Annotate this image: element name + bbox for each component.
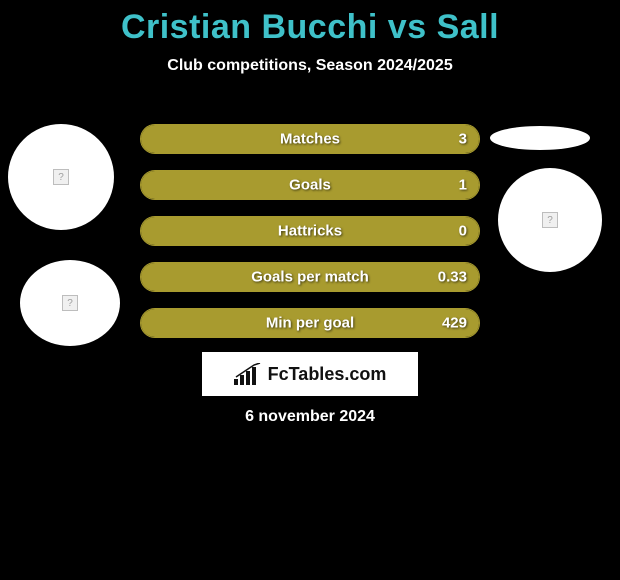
stat-label: Goals per match (251, 269, 369, 286)
title-player2: Sall (437, 8, 499, 46)
stat-value-right: 1 (459, 177, 467, 194)
stat-row-goals-per-match: Goals per match 0.33 (140, 262, 480, 292)
stat-value-right: 429 (442, 315, 467, 332)
title-player1: Cristian Bucchi (121, 8, 378, 46)
avatar-player2: ? (498, 168, 602, 272)
avatar-player1-b: ? (20, 260, 120, 346)
brand-text: FcTables.com (268, 364, 387, 385)
placeholder-icon: ? (53, 169, 69, 185)
stat-row-matches: Matches 3 (140, 124, 480, 154)
date-text: 6 november 2024 (0, 408, 620, 426)
stat-value-right: 0.33 (438, 269, 467, 286)
bars-icon (234, 363, 262, 385)
stat-row-goals: Goals 1 (140, 170, 480, 200)
avatar-player1-a: ? (8, 124, 114, 230)
title-vs: vs (388, 8, 427, 46)
stat-label: Matches (280, 131, 340, 148)
stat-value-right: 0 (459, 223, 467, 240)
stat-row-min-per-goal: Min per goal 429 (140, 308, 480, 338)
stat-label: Min per goal (266, 315, 354, 332)
stats-container: Matches 3 Goals 1 Hattricks 0 Goals per … (140, 124, 480, 354)
brand-box: FcTables.com (202, 352, 418, 396)
stat-label: Goals (289, 177, 331, 194)
stat-label: Hattricks (278, 223, 342, 240)
avatar-ellipse-top-right (490, 126, 590, 150)
placeholder-icon: ? (62, 295, 78, 311)
stat-value-right: 3 (459, 131, 467, 148)
subtitle: Club competitions, Season 2024/2025 (0, 57, 620, 75)
placeholder-icon: ? (542, 212, 558, 228)
page-title: Cristian Bucchi vs Sall (0, 0, 620, 47)
stat-row-hattricks: Hattricks 0 (140, 216, 480, 246)
